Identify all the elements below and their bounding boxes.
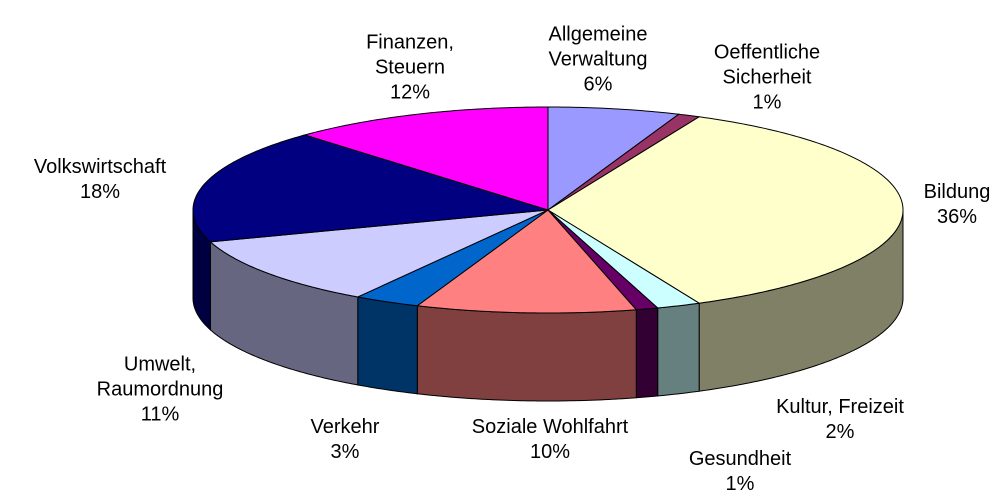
- category-label: Bildung: [923, 181, 991, 203]
- slice-label: Kultur, Freizeit 2%: [776, 395, 904, 445]
- slice-label: Finanzen, Steuern 12%: [366, 31, 454, 106]
- slice-label: Oeffentliche Sicherheit 1%: [714, 41, 820, 116]
- value-label: 12%: [389, 81, 431, 104]
- slice-side: [416, 305, 637, 402]
- category-label: Kultur, Freizeit: [776, 396, 904, 418]
- slice: [209, 209, 549, 298]
- slice-label: Allgemeine Verwaltung 6%: [549, 23, 648, 98]
- value-label: 11%: [140, 403, 180, 426]
- value-label: 36%: [936, 206, 978, 228]
- value-label: 18%: [79, 181, 121, 203]
- slice-label: Soziale Wohlfahrt 10%: [472, 415, 628, 465]
- slice: [303, 106, 549, 211]
- slice: [415, 209, 638, 314]
- slice-label: Gesundheit 1%: [689, 447, 791, 497]
- category-label: Oeffentliche Sicherheit: [713, 41, 821, 89]
- slice-side: [357, 296, 418, 395]
- value-label: 3%: [330, 441, 360, 463]
- category-label: Verkehr: [310, 416, 380, 438]
- slice: [547, 106, 681, 211]
- category-label: Volkswirtschaft: [33, 156, 167, 178]
- value-label: 6%: [583, 73, 613, 96]
- slice-side: [635, 307, 659, 399]
- slice: [547, 209, 701, 309]
- value-label: 1%: [725, 473, 755, 495]
- category-label: Umwelt, Raumordnung: [96, 353, 224, 401]
- slice-label: Umwelt, Raumordnung 11%: [97, 353, 224, 428]
- slice: [356, 209, 549, 307]
- slice: [192, 134, 549, 243]
- value-label: 2%: [825, 421, 855, 443]
- slice: [547, 113, 701, 211]
- category-label: Gesundheit: [688, 448, 792, 470]
- slice-label: Volkswirtschaft 18%: [34, 155, 166, 205]
- value-label: 1%: [752, 91, 782, 114]
- slice: [547, 209, 659, 311]
- category-label: Soziale Wohlfahrt: [471, 416, 629, 438]
- slice-side: [657, 302, 700, 397]
- slice-label: Bildung 36%: [924, 180, 991, 230]
- slice: [547, 116, 904, 304]
- value-label: 10%: [529, 441, 571, 463]
- category-label: Allgemeine Verwaltung: [548, 23, 648, 71]
- category-label: Finanzen, Steuern: [366, 31, 454, 79]
- slice-label: Verkehr 3%: [311, 415, 380, 465]
